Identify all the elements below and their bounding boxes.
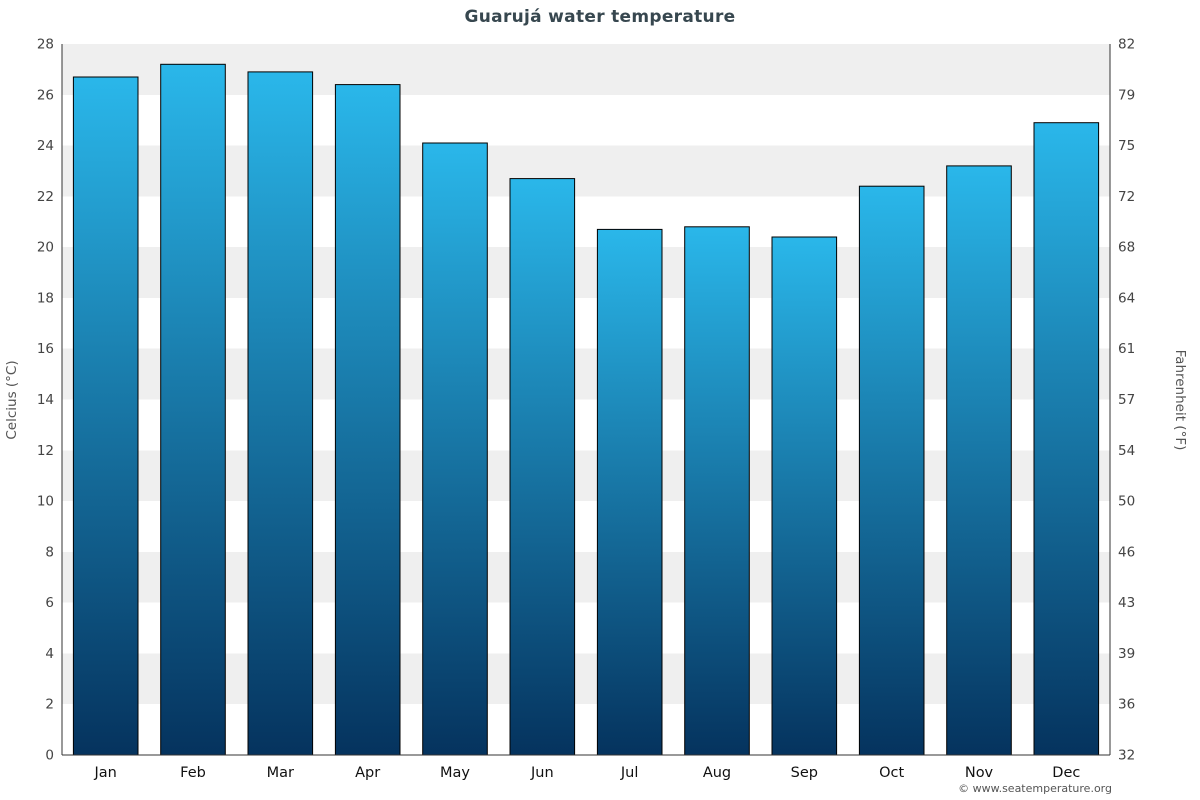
fahrenheit-tick-label: 79 (1118, 87, 1135, 103)
celsius-tick-label: 0 (45, 748, 54, 764)
x-tick-label: Feb (180, 765, 206, 781)
x-tick-label: Jul (620, 765, 639, 781)
fahrenheit-tick-label: 75 (1118, 138, 1135, 154)
plot-band (62, 602, 1110, 654)
fahrenheit-tick-label: 32 (1118, 748, 1135, 764)
celsius-tick-label: 12 (37, 443, 54, 459)
celsius-tick-label: 26 (37, 87, 54, 103)
bar-feb (160, 63, 226, 756)
plot-band (62, 551, 1110, 603)
fahrenheit-tick-label: 68 (1118, 240, 1135, 256)
fahrenheit-tick-label: 36 (1118, 697, 1135, 713)
celsius-tick-label: 20 (37, 240, 54, 256)
x-tick-label: Jan (93, 765, 116, 781)
plot-band (62, 196, 1110, 248)
x-tick-label: Apr (355, 765, 380, 781)
bar-dec (1033, 122, 1100, 756)
x-tick-label: Oct (879, 765, 904, 781)
fahrenheit-tick-label: 61 (1118, 341, 1135, 357)
chart-title: Guarujá water temperature (464, 7, 736, 27)
plot-band (62, 501, 1110, 552)
right-axis-title: Fahrenheit (°F) (1172, 350, 1188, 451)
celsius-tick-label: 14 (37, 392, 54, 408)
bar-jul (596, 228, 663, 756)
x-tick-label: Nov (965, 765, 994, 781)
x-tick-label: Dec (1052, 765, 1080, 781)
plot-band (62, 450, 1110, 502)
copyright-text: © www.seatemperature.org (958, 782, 1112, 795)
celsius-tick-label: 2 (45, 697, 54, 713)
bar-jan (72, 76, 139, 756)
celsius-tick-label: 24 (37, 138, 54, 154)
bar-sep (771, 236, 838, 756)
bar-mar (247, 71, 314, 756)
plot-band (62, 247, 1110, 298)
fahrenheit-tick-label: 46 (1118, 544, 1135, 560)
celsius-tick-label: 22 (37, 189, 54, 205)
plot-band (62, 94, 1110, 146)
celsius-tick-label: 28 (37, 37, 54, 53)
fahrenheit-tick-label: 57 (1118, 392, 1135, 408)
fahrenheit-tick-label: 43 (1118, 595, 1135, 611)
fahrenheit-tick-label: 82 (1118, 37, 1135, 53)
fahrenheit-tick-label: 50 (1118, 494, 1135, 510)
bar-aug (684, 226, 750, 756)
left-axis-title: Celcius (°C) (4, 360, 20, 439)
celsius-tick-label: 10 (37, 494, 54, 510)
plot-band (62, 704, 1110, 755)
x-tick-label: Mar (267, 765, 294, 781)
celsius-tick-label: 18 (37, 290, 54, 306)
fahrenheit-tick-label: 64 (1118, 290, 1135, 306)
x-tick-label: May (440, 765, 470, 781)
fahrenheit-tick-label: 54 (1118, 443, 1135, 459)
x-tick-label: Aug (703, 765, 731, 781)
bar-oct (858, 185, 925, 756)
celsius-tick-label: 6 (45, 595, 54, 611)
bar-may (422, 142, 488, 756)
fahrenheit-tick-label: 72 (1118, 189, 1135, 205)
celsius-tick-label: 4 (45, 646, 54, 662)
celsius-tick-label: 8 (45, 544, 54, 560)
plot-band (62, 145, 1110, 197)
bar-jun (509, 178, 576, 756)
plot-band (62, 348, 1110, 400)
chart-plot-area: Jan Feb Mar Apr May Jun Jul Aug Sep Oct Nov Dec 0 32 2… (37, 37, 1135, 782)
plot-band (62, 44, 1110, 95)
plot-band (62, 653, 1110, 705)
bar-nov (946, 165, 1012, 756)
x-tick-label: Sep (791, 765, 818, 781)
x-tick-label: Jun (530, 765, 554, 781)
plot-band (62, 297, 1110, 349)
plot-band (62, 399, 1110, 451)
bar-apr (334, 84, 401, 756)
fahrenheit-tick-label: 39 (1118, 646, 1135, 662)
celsius-tick-label: 16 (37, 341, 54, 357)
